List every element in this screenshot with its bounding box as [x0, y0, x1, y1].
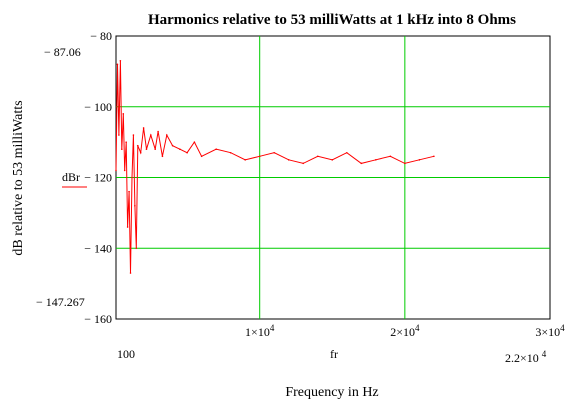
- series-0-point-31: [244, 159, 246, 161]
- series-0-point-0: [115, 169, 117, 172]
- series-0-point-3: [119, 59, 122, 62]
- x-max-marker-exponent: 4: [542, 349, 547, 359]
- series-0-point-33: [273, 151, 276, 154]
- series-0-point-17: [142, 127, 145, 129]
- series-0-point-18: [145, 148, 148, 150]
- series-0-point-38: [345, 151, 348, 154]
- y-axis-label: dB relative to 53 milliWatts: [11, 100, 26, 255]
- series-0-point-24: [171, 144, 174, 147]
- y-tick-labels: − 80 − 100 − 120 − 140 − 160: [84, 29, 112, 326]
- series-0-point-5: [122, 113, 125, 115]
- series-0-point-1: [116, 63, 119, 66]
- y-tick-label-3: − 140: [84, 241, 112, 255]
- x-tick-labels: 1×104 2×104 3×104: [245, 323, 565, 339]
- x-axis-label: Frequency in Hz: [285, 385, 378, 400]
- series-0-point-27: [193, 141, 196, 143]
- series-layer: [115, 59, 435, 274]
- series-0-point-28: [200, 155, 203, 158]
- series-0-point-15: [136, 144, 139, 147]
- series-0-point-40: [375, 159, 377, 161]
- y-variable-label: dBr: [62, 170, 80, 184]
- x-variable-label: fr: [330, 347, 338, 361]
- grid: [116, 36, 550, 319]
- x-max-marker-mantissa: 2.2×10: [505, 351, 539, 365]
- series-0-point-25: [179, 148, 181, 150]
- y-tick-label-4: − 160: [84, 312, 112, 326]
- x-tick-label-0: 1×104: [245, 323, 275, 339]
- series-0-point-32: [258, 155, 261, 158]
- series-0-point-14: [135, 247, 138, 250]
- x-min-label: 100: [117, 347, 135, 361]
- series-0-point-11: [131, 176, 133, 179]
- series-0-point-10: [129, 272, 132, 274]
- series-0-point-7: [125, 141, 127, 143]
- chart-title: Harmonics relative to 53 milliWatts at 1…: [148, 12, 516, 28]
- series-0-point-4: [121, 148, 123, 150]
- series-0-point-16: [139, 151, 142, 154]
- series-0-point-22: [161, 155, 164, 158]
- series-0-point-35: [302, 162, 305, 165]
- series-0-point-37: [331, 159, 334, 161]
- x-tick-label-2: 3×104: [535, 323, 565, 339]
- series-0-point-29: [215, 148, 217, 150]
- y-tick-label-1: − 100: [84, 100, 112, 114]
- series-0-point-20: [154, 148, 156, 150]
- series-0-point-39: [360, 162, 363, 165]
- series-0-point-34: [287, 159, 290, 161]
- y-min-marker: − 147.267: [36, 295, 85, 309]
- series-0-point-9: [128, 190, 130, 193]
- series-0-point-43: [418, 159, 421, 161]
- y-tick-label-0: − 80: [90, 29, 112, 43]
- x-tick-label-1: 2×104: [390, 323, 420, 339]
- series-0-point-41: [389, 155, 392, 158]
- y-tick-label-2: − 120: [84, 171, 112, 185]
- series-0-point-19: [150, 134, 152, 136]
- series-0-point-8: [126, 226, 129, 228]
- series-0-point-30: [229, 151, 232, 154]
- series-0-point-12: [132, 134, 135, 136]
- series-0-point-26: [186, 151, 188, 154]
- series-0-point-6: [123, 169, 126, 172]
- series-0-point-2: [118, 134, 120, 136]
- series-0-point-13: [134, 205, 136, 207]
- series-0-point-21: [157, 130, 159, 133]
- series-0-point-23: [166, 134, 168, 136]
- series-0-point-44: [433, 155, 435, 158]
- series-0-point-36: [316, 155, 319, 158]
- x-max-marker: 2.2×10 4: [505, 349, 547, 365]
- series-0-point-42: [404, 162, 406, 165]
- y-max-marker: − 87.06: [44, 45, 81, 59]
